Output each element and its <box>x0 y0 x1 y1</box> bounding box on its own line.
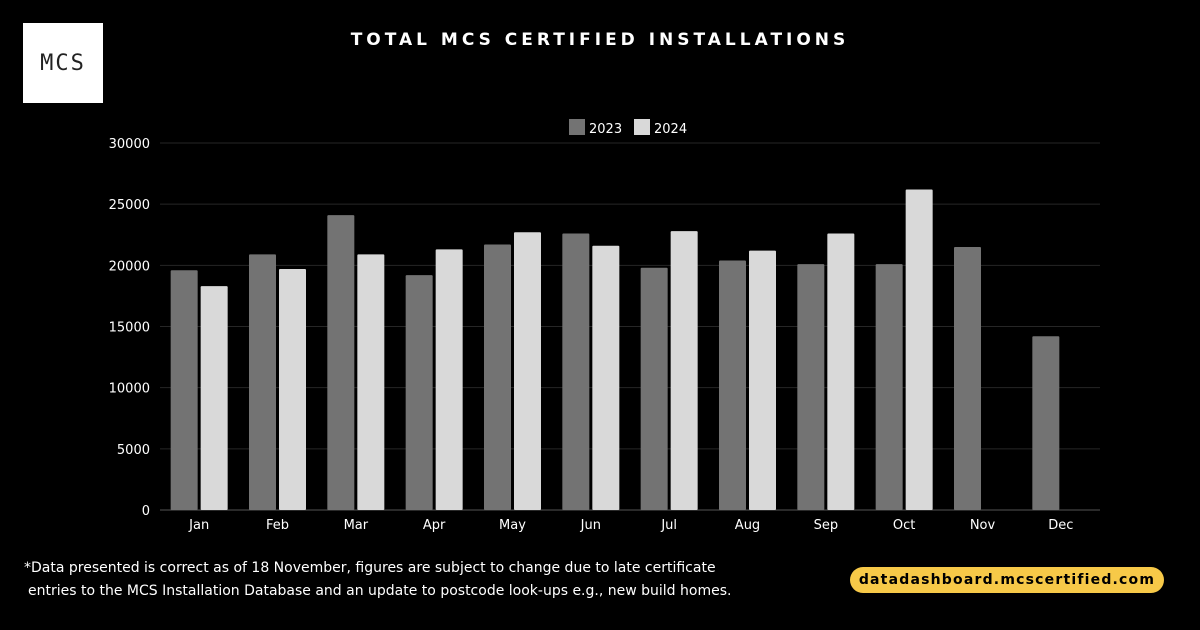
bar-2024-apr <box>435 249 463 510</box>
bar-2023-jun <box>562 233 590 510</box>
y-tick-label: 25000 <box>109 198 150 213</box>
x-tick-label: Nov <box>970 518 996 533</box>
x-tick-label: Jun <box>580 518 601 533</box>
bar-2024-mar <box>357 254 385 510</box>
bar-2024-jan <box>200 286 228 510</box>
y-tick-label: 20000 <box>109 259 150 274</box>
mcs-logo-text: MCS <box>40 50 86 76</box>
x-tick-label: Dec <box>1048 518 1073 533</box>
x-tick-label: Oct <box>893 518 915 533</box>
bar-2023-mar <box>327 215 355 510</box>
legend-swatch-2023 <box>569 119 585 135</box>
x-tick-label: Jan <box>188 518 209 533</box>
y-tick-label: 5000 <box>117 443 150 458</box>
y-tick-label: 10000 <box>109 382 150 397</box>
bar-2023-sep <box>797 264 825 510</box>
bar-2024-sep <box>827 233 855 510</box>
bar-2023-jul <box>640 267 668 510</box>
footnote: *Data presented is correct as of 18 Nove… <box>24 557 804 603</box>
x-tick-label: Mar <box>344 518 369 533</box>
footnote-line-1: *Data presented is correct as of 18 Nove… <box>24 560 716 576</box>
bar-2023-oct <box>875 264 903 510</box>
x-tick-label: Aug <box>735 518 760 533</box>
dashboard-link-text: datadashboard.mcscertified.com <box>858 572 1156 588</box>
mcs-logo: MCS <box>23 23 103 103</box>
x-tick-label: May <box>499 518 526 533</box>
dashboard-link[interactable]: datadashboard.mcscertified.com <box>850 567 1164 593</box>
y-tick-label: 0 <box>142 504 150 519</box>
legend-swatch-2024 <box>634 119 650 135</box>
bar-2023-may <box>484 244 511 510</box>
bar-2023-apr <box>405 275 433 510</box>
legend-label-2024: 2024 <box>654 122 687 137</box>
bar-2024-may <box>514 232 541 510</box>
bar-2024-jul <box>670 231 698 510</box>
bar-2023-dec <box>1032 336 1060 510</box>
bar-2023-aug <box>719 260 746 510</box>
x-tick-label: Feb <box>266 518 289 533</box>
y-tick-label: 30000 <box>109 137 150 152</box>
bar-2024-oct <box>905 189 933 510</box>
footnote-line-2: entries to the MCS Installation Database… <box>28 583 732 599</box>
legend-label-2023: 2023 <box>589 122 622 137</box>
bar-2024-aug <box>749 250 776 511</box>
bar-2023-nov <box>954 246 981 510</box>
x-tick-label: Jul <box>660 518 677 533</box>
bar-2024-jun <box>592 245 620 510</box>
x-tick-label: Apr <box>423 518 446 533</box>
y-tick-label: 15000 <box>109 321 150 336</box>
x-tick-label: Sep <box>814 518 839 533</box>
chart-title: TOTAL MCS CERTIFIED INSTALLATIONS <box>350 30 850 50</box>
bar-2024-feb <box>279 269 306 510</box>
bar-2023-jan <box>170 270 198 510</box>
bar-2023-feb <box>249 254 276 510</box>
